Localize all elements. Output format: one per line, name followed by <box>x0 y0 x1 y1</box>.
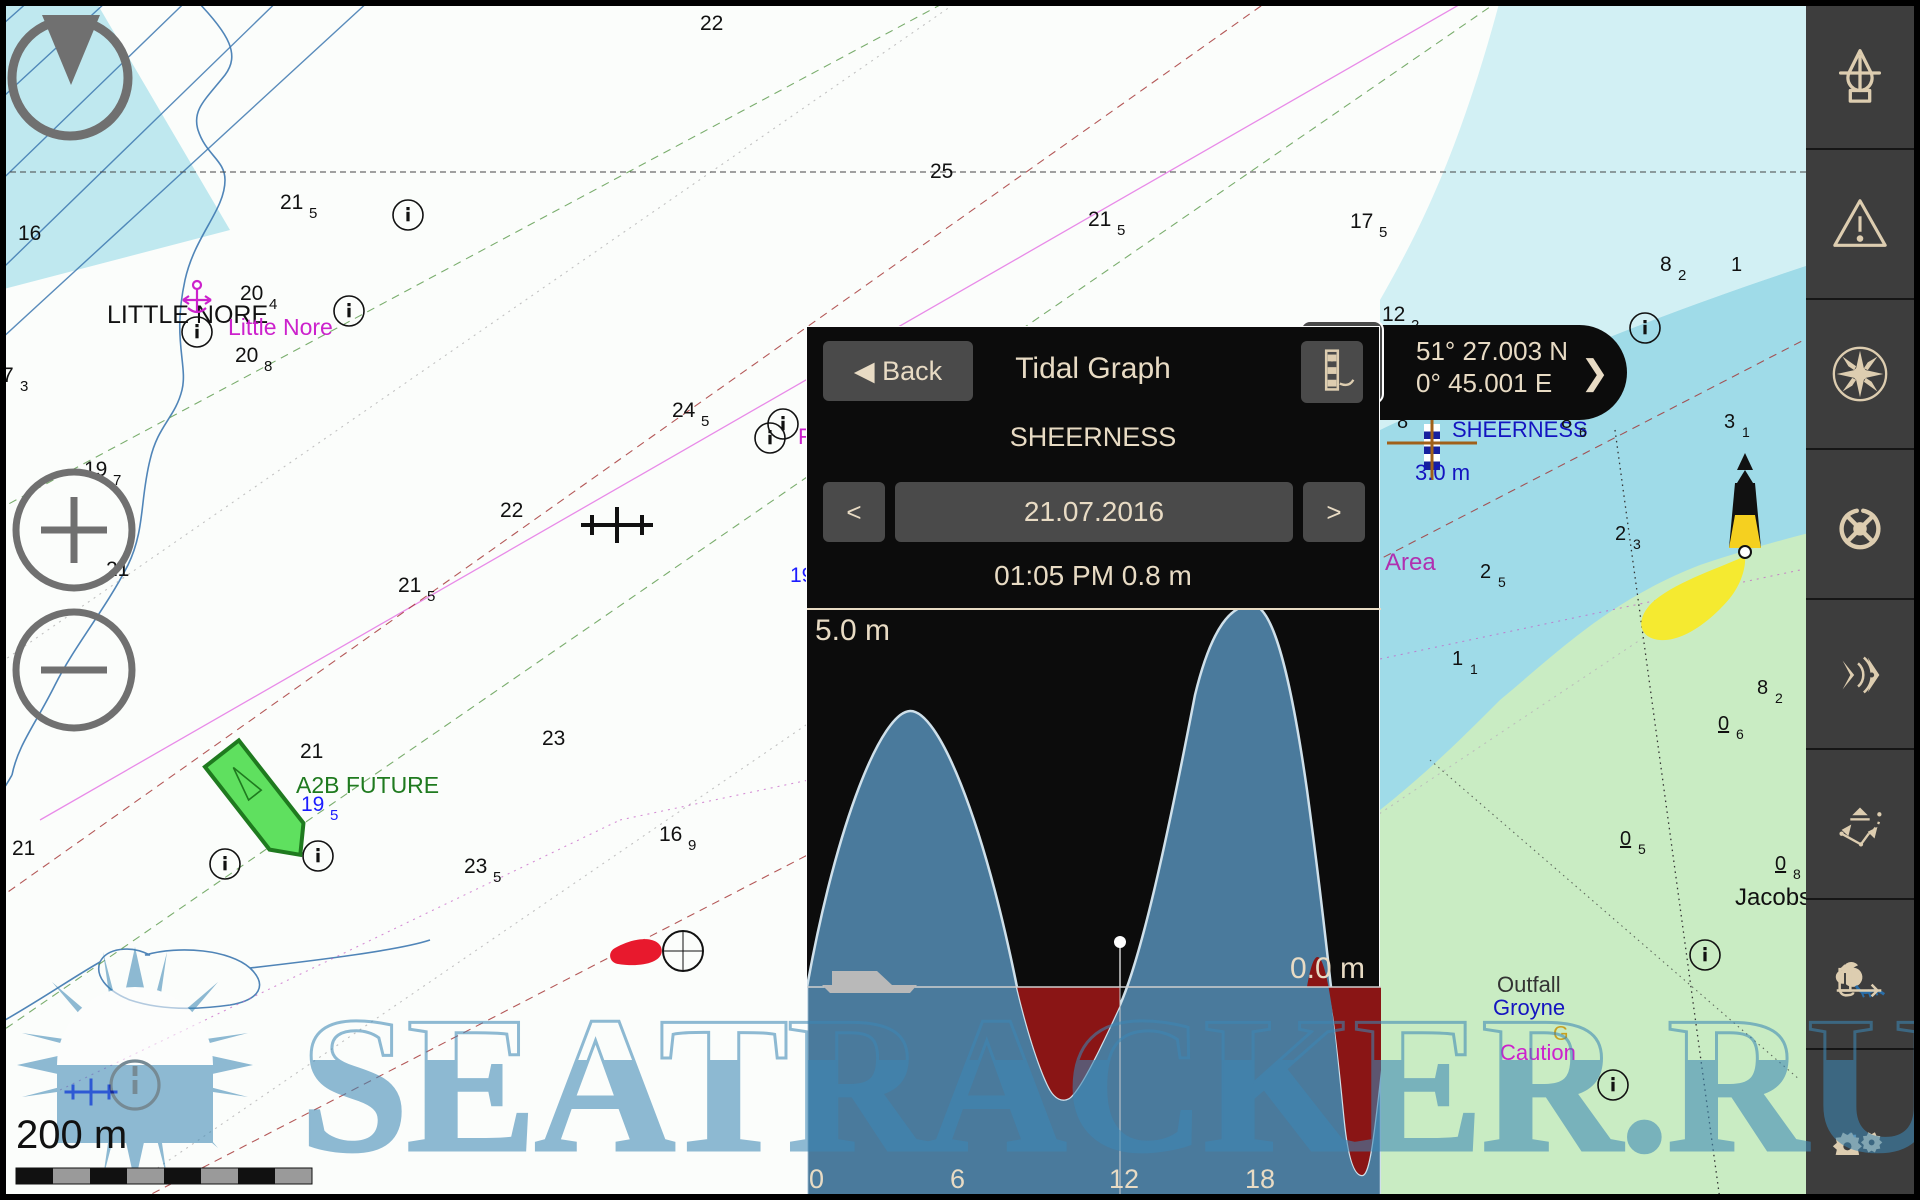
svg-text:200 m: 200 m <box>16 1113 127 1157</box>
